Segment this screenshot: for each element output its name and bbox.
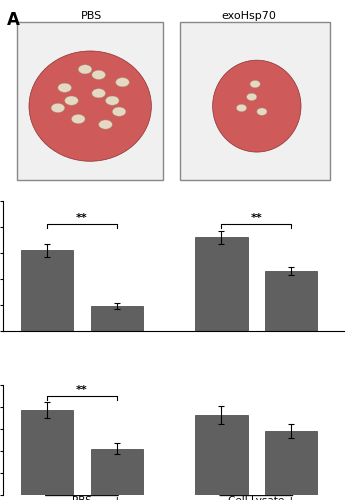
Ellipse shape	[99, 120, 112, 129]
Bar	[195, 414, 248, 495]
Text: PBS: PBS	[72, 496, 92, 500]
Bar	[91, 448, 143, 495]
Bar	[21, 250, 73, 330]
Ellipse shape	[112, 107, 126, 116]
Bar	[91, 306, 143, 330]
Ellipse shape	[247, 94, 257, 100]
Ellipse shape	[92, 70, 105, 80]
Text: **: **	[76, 213, 88, 223]
Text: **: **	[76, 384, 88, 394]
Ellipse shape	[236, 104, 247, 112]
Bar	[180, 22, 330, 180]
Ellipse shape	[29, 51, 151, 162]
Bar	[265, 431, 318, 495]
Bar	[21, 410, 73, 495]
Ellipse shape	[58, 83, 71, 92]
Bar	[17, 22, 163, 180]
Ellipse shape	[213, 60, 301, 152]
Ellipse shape	[116, 78, 129, 87]
Ellipse shape	[250, 80, 260, 87]
Bar	[265, 271, 318, 330]
Ellipse shape	[71, 114, 85, 124]
Ellipse shape	[257, 108, 267, 116]
Ellipse shape	[78, 65, 92, 74]
Text: exoHsp70: exoHsp70	[221, 10, 276, 20]
Text: **: **	[251, 213, 262, 223]
Text: A: A	[7, 10, 20, 29]
Ellipse shape	[65, 96, 78, 105]
Text: Cell Lysate: Cell Lysate	[228, 496, 285, 500]
Ellipse shape	[105, 96, 119, 105]
Text: PBS: PBS	[81, 10, 102, 20]
Ellipse shape	[51, 104, 65, 112]
Ellipse shape	[92, 88, 105, 98]
Bar	[195, 237, 248, 330]
